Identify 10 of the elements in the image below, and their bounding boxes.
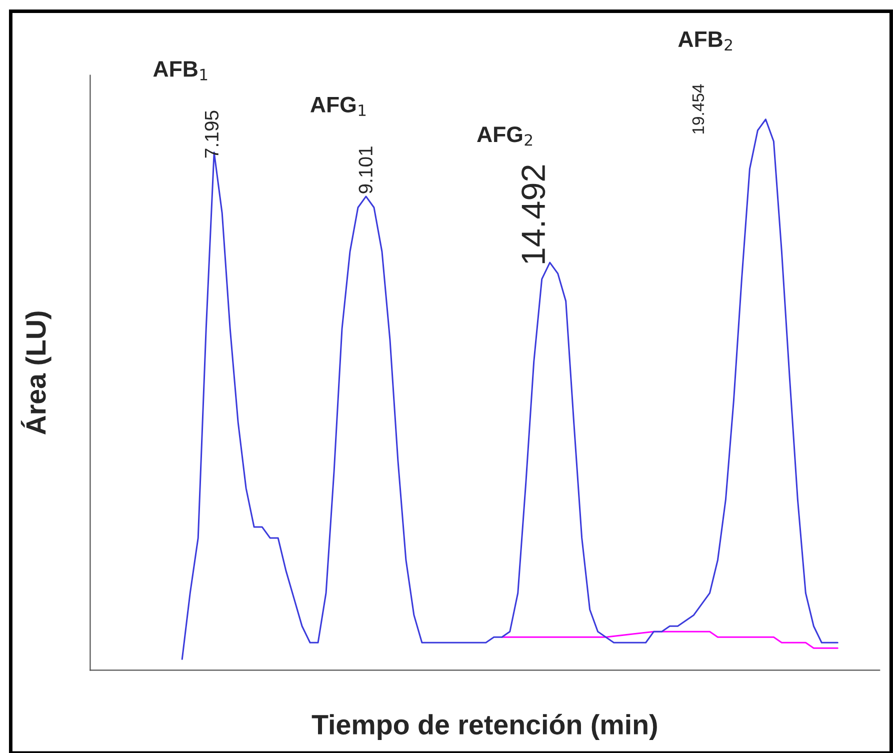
text: AFG$_{1}$: [310, 96, 366, 116]
annotation: 19.454: [692, 84, 704, 134]
annotation: AFG$_{2}$: [477, 126, 532, 146]
text: AFB$_{2}$: [678, 32, 732, 50]
text: AFB$_{1}$: [153, 61, 208, 80]
annotation: 7.195: [204, 110, 219, 158]
y-axis-title: Área (LU): [20, 312, 52, 435]
x-axis-title: Tiempo de retención (min): [312, 714, 657, 740]
annotation: 14.492: [522, 165, 546, 264]
annotation: 9.101: [358, 146, 372, 194]
